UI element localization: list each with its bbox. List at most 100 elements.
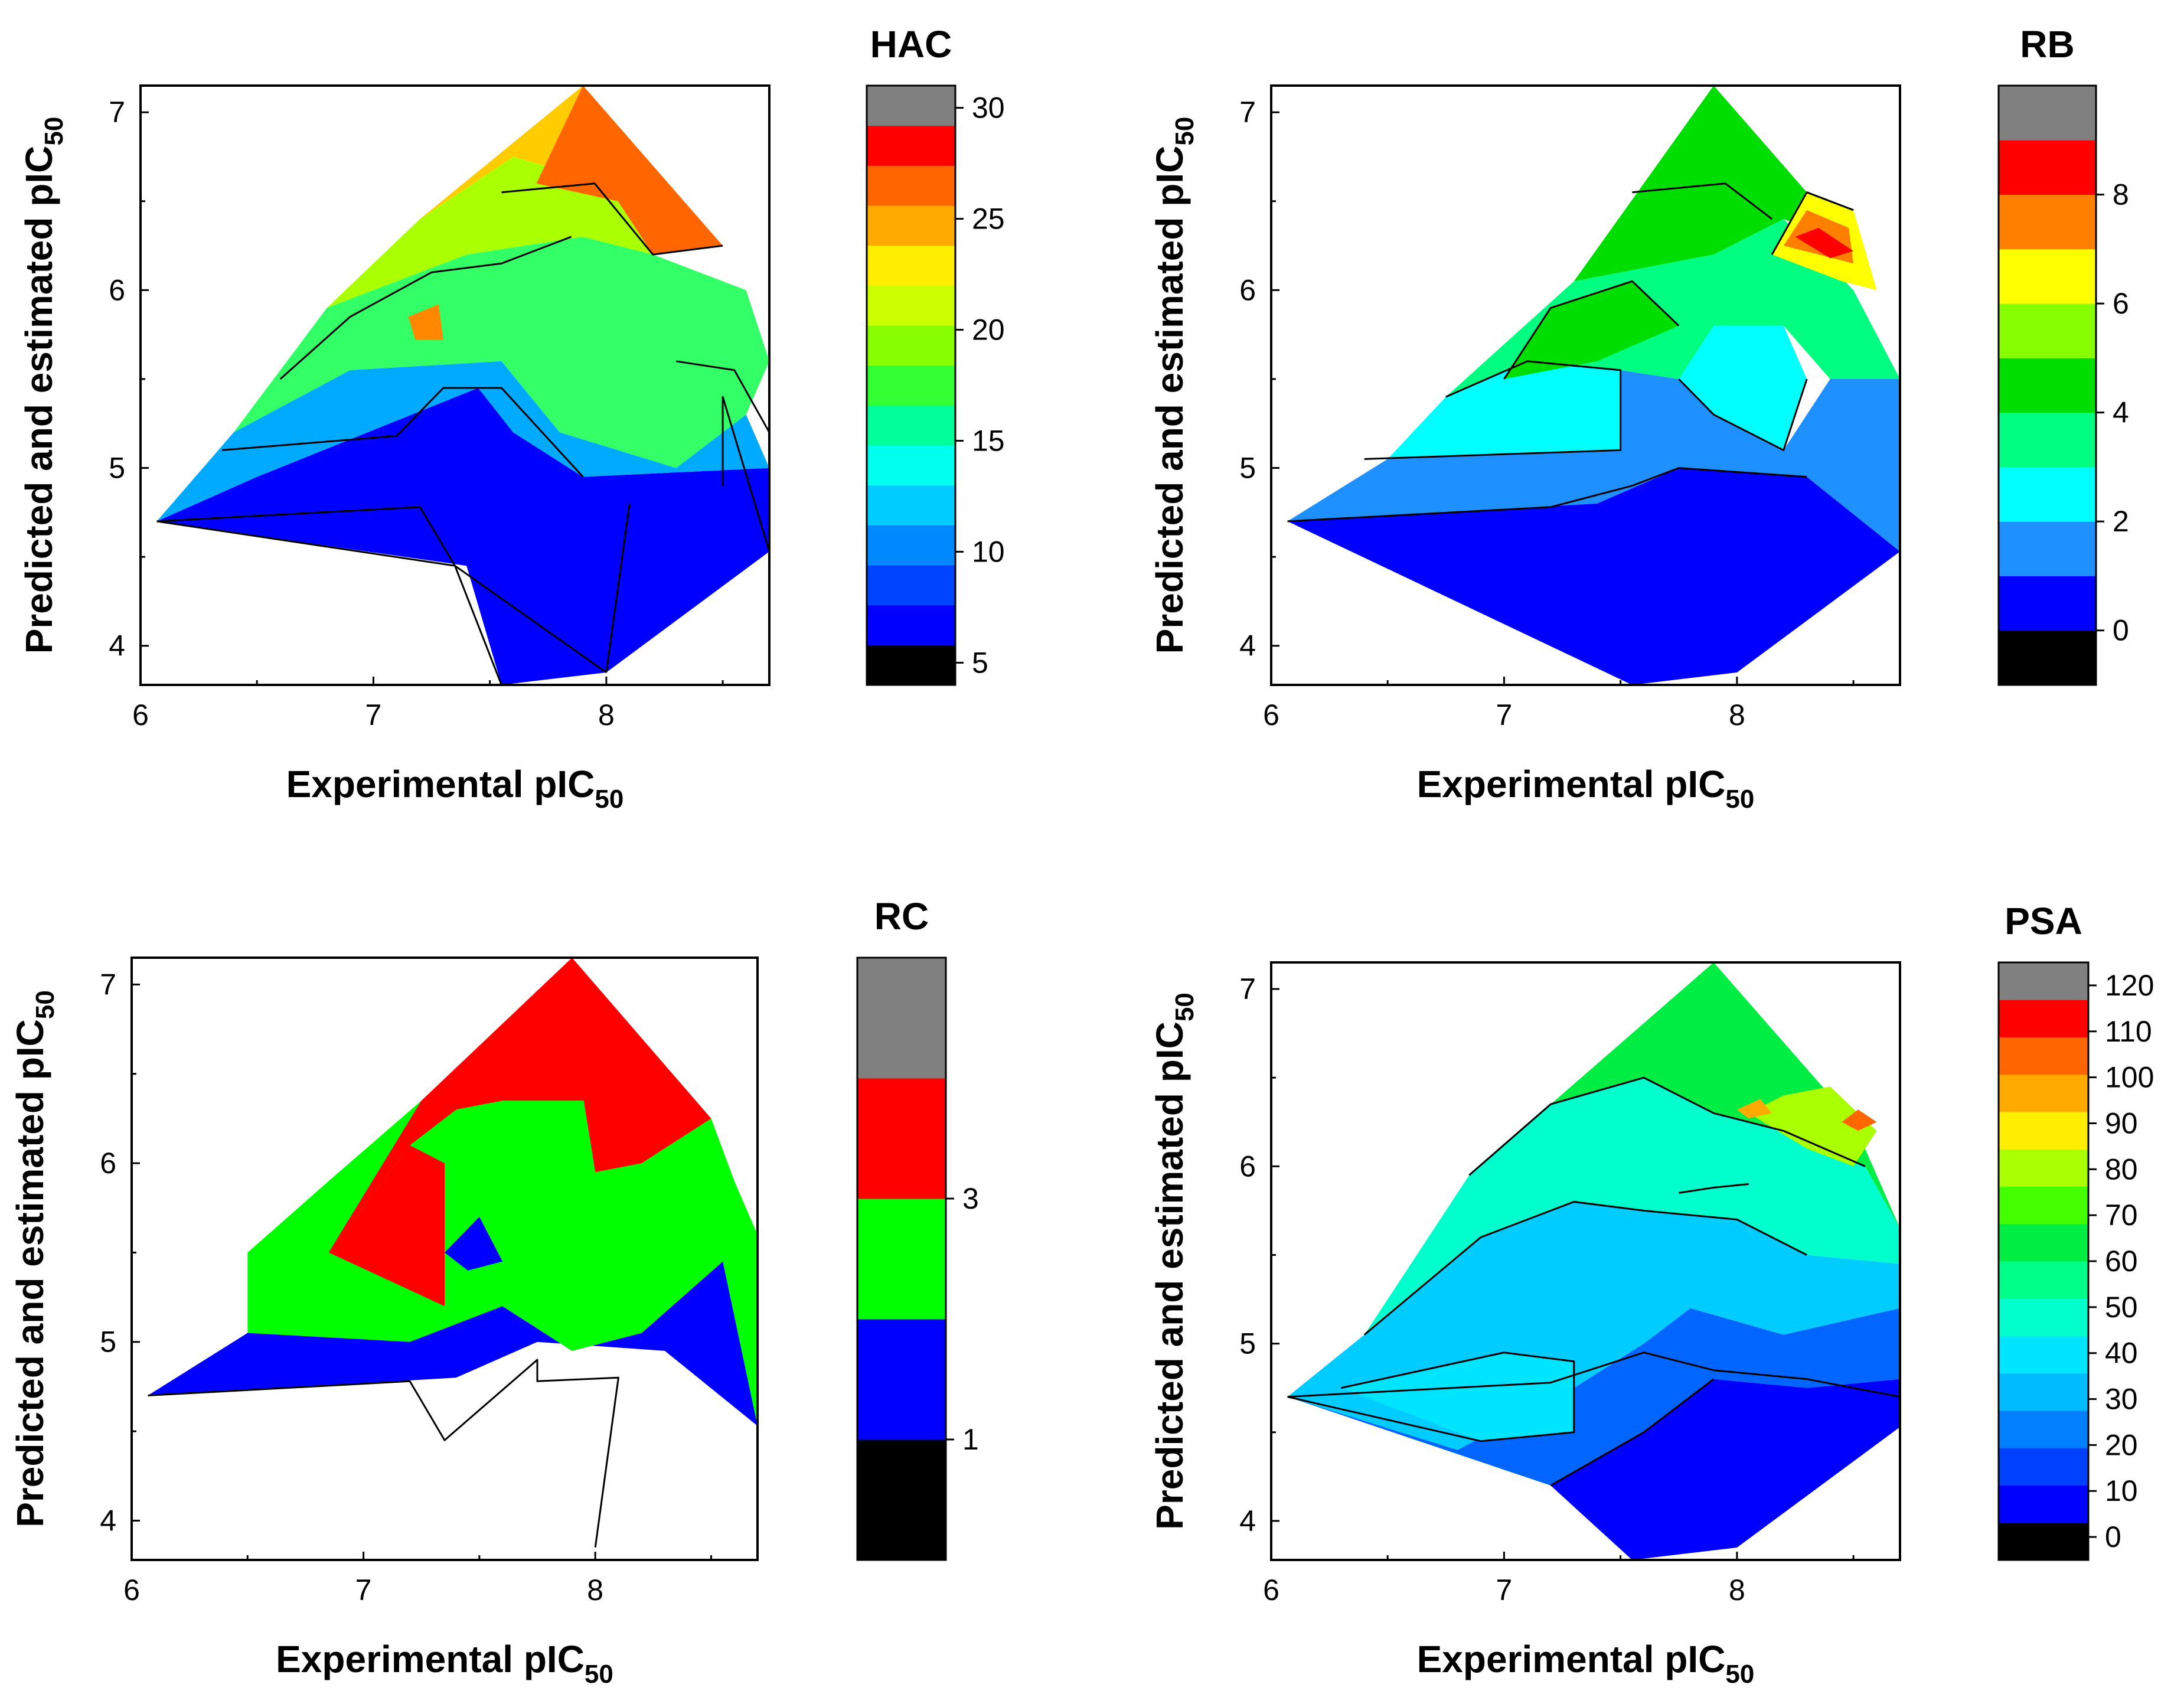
colorbar: 1 3 RC <box>856 895 979 1561</box>
colorbar-tick-label: 3 <box>962 1182 979 1215</box>
plot-frame <box>1270 84 1901 686</box>
colorbar: 0 2 4 6 8 RB <box>1997 23 2129 686</box>
colorbar-tick-label: 10 <box>2105 1474 2138 1507</box>
contour-region-1 <box>1287 370 1900 552</box>
contour-line <box>1679 1183 1749 1194</box>
colorbar-frame <box>866 84 956 686</box>
y-tick-label: 5 <box>100 1326 116 1359</box>
colorbar-segment <box>867 405 955 446</box>
contour-region-5 <box>156 388 769 685</box>
contour-line <box>1287 1352 1575 1442</box>
x-axis-label: Experimental pIC50 <box>276 1638 613 1689</box>
colorbar-segment <box>867 365 955 406</box>
contour-region-3 <box>328 958 711 1253</box>
contour-region-5 <box>1550 1379 1900 1560</box>
colorbar-tick-label: 20 <box>972 314 1005 347</box>
colorbar-segment <box>1999 303 2096 358</box>
colorbar-segment <box>1999 1522 2088 1561</box>
colorbar-segment <box>1999 194 2096 250</box>
contour-region-0 <box>1287 468 1900 685</box>
x-tick-label: 7 <box>1496 698 1513 732</box>
colorbar-segment <box>867 285 955 326</box>
y-axis-label: Predicted and estimated pIC50 <box>1148 993 1199 1530</box>
colorbar-segment <box>867 125 955 166</box>
colorbar-segment <box>1999 1000 2088 1037</box>
colorbar-tick-label: 25 <box>972 203 1005 236</box>
colorbar-segment <box>1999 1448 2088 1486</box>
contour-region-25 <box>1341 1352 1574 1441</box>
contour-region-20 <box>327 156 653 308</box>
colorbar-tick-label: 90 <box>2105 1106 2138 1140</box>
contour-region-2 <box>1388 361 1621 459</box>
contour-region-50 <box>1469 962 1900 1229</box>
contour-region-4 <box>1573 86 1854 282</box>
plot-frame <box>1270 961 1901 1561</box>
colorbar-frame <box>1997 84 2097 686</box>
colorbar-segment <box>1999 1223 2088 1262</box>
colorbar-tick-label: 15 <box>972 424 1005 457</box>
colorbar-segment <box>867 645 955 685</box>
colorbar-tick-label: 60 <box>2105 1245 2138 1278</box>
y-tick-label: 5 <box>1239 1327 1256 1360</box>
plot-frame <box>139 84 771 686</box>
colorbar-tick-label: 5 <box>972 646 988 679</box>
colorbar-segment <box>1999 1373 2088 1411</box>
colorbar-segment <box>1999 1298 2088 1336</box>
contour-line <box>1632 182 1773 220</box>
x-tick-label: 7 <box>355 1574 372 1607</box>
colorbar-segment <box>857 1319 946 1440</box>
y-tick-label: 7 <box>1239 96 1256 129</box>
x-axis-label: Experimental pIC50 <box>286 763 624 814</box>
y-tick-label: 6 <box>1239 273 1256 306</box>
colorbar-tick-label: 10 <box>972 535 1005 568</box>
y-tick-label: 4 <box>109 629 125 662</box>
colorbar-tick-label: 70 <box>2105 1199 2138 1232</box>
contour-line <box>501 182 723 256</box>
y-tick-label: 6 <box>1239 1150 1256 1183</box>
colorbar: 5 10 15 20 25 30 HAC <box>866 23 1005 686</box>
colorbar-tick-label: 30 <box>972 92 1005 125</box>
y-tick-label: 7 <box>100 968 116 1001</box>
colorbar-tick-label: 50 <box>2105 1291 2138 1324</box>
colorbar-segment <box>867 325 955 366</box>
colorbar-segment <box>1999 249 2096 304</box>
plot-area <box>1287 86 1900 685</box>
colorbar-segment <box>857 958 946 1079</box>
x-tick-label: 8 <box>598 698 615 732</box>
colorbar-tick-label: 2 <box>2113 505 2129 538</box>
colorbar-title: RB <box>2020 23 2074 66</box>
x-tick-label: 6 <box>1263 698 1279 732</box>
contour-region-4 <box>1504 281 1679 379</box>
plot-area <box>1287 962 1900 1560</box>
colorbar-segment <box>857 1199 946 1320</box>
y-tick-label: 4 <box>1239 629 1256 662</box>
y-tick-label: 6 <box>100 1147 116 1180</box>
colorbar-tick-label: 30 <box>2105 1383 2138 1416</box>
contour-line <box>1678 378 1808 451</box>
contour-line <box>279 236 572 380</box>
x-tick-label: 7 <box>365 698 382 732</box>
contour-line <box>156 520 502 685</box>
colorbar-segment <box>867 86 955 126</box>
colorbar-segment <box>1999 576 2096 631</box>
y-axis-label: Predicted and estimated pIC50 <box>1148 117 1199 654</box>
contour-line <box>1364 360 1622 460</box>
colorbar-title: HAC <box>870 23 952 66</box>
colorbar-segment <box>1999 466 2096 522</box>
colorbar-tick-label: 120 <box>2105 969 2154 1002</box>
colorbar-segment <box>857 1439 946 1561</box>
y-axis-label: Predicted and estimated pIC50 <box>18 117 68 654</box>
colorbar-segment <box>867 165 955 206</box>
contour-line <box>722 396 769 552</box>
colorbar-tick-label: 80 <box>2105 1153 2138 1186</box>
colorbar-tick-label: 0 <box>2113 614 2129 647</box>
y-tick-label: 4 <box>100 1504 116 1537</box>
colorbar-segment <box>1999 1336 2088 1374</box>
contour-line <box>1287 1352 1900 1398</box>
colorbar-tick-label: 110 <box>2105 1015 2152 1048</box>
x-tick-label: 7 <box>1496 1574 1513 1607</box>
plot-area <box>156 86 769 685</box>
colorbar-segment <box>1999 1485 2088 1523</box>
colorbar-tick-label: 40 <box>2105 1337 2138 1370</box>
